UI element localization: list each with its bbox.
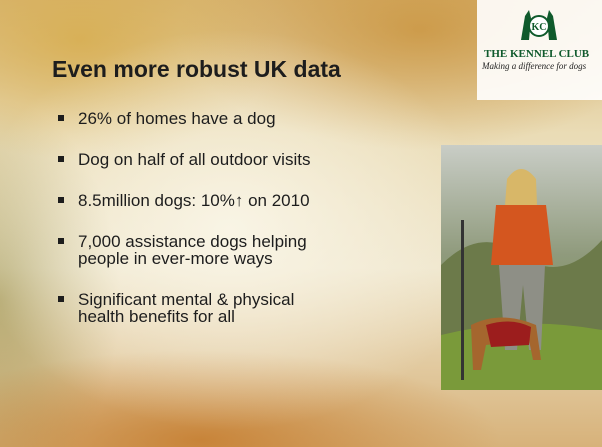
logo-name: THE KENNEL CLUB <box>484 48 590 60</box>
bullet: Significant mental & physical health ben… <box>56 291 308 325</box>
logo-emblem: KC <box>521 10 557 40</box>
emblem-text: KC <box>532 22 547 33</box>
logo-tagline: Making a difference for dogs <box>482 61 587 71</box>
logo: KC THE KENNEL CLUB Making a difference f… <box>477 0 602 100</box>
bullet: Dog on half of all outdoor visits <box>56 151 426 168</box>
bullet: 8.5million dogs: 10%↑ on 2010 <box>56 192 426 209</box>
bullet-list: 26% of homes have a dog Dog on half of a… <box>56 110 426 349</box>
bullet: 26% of homes have a dog <box>56 110 426 127</box>
slide-title: Even more robust UK data <box>52 56 341 82</box>
photo <box>441 145 602 390</box>
bullet: 7,000 assistance dogs helping people in … <box>56 233 308 267</box>
